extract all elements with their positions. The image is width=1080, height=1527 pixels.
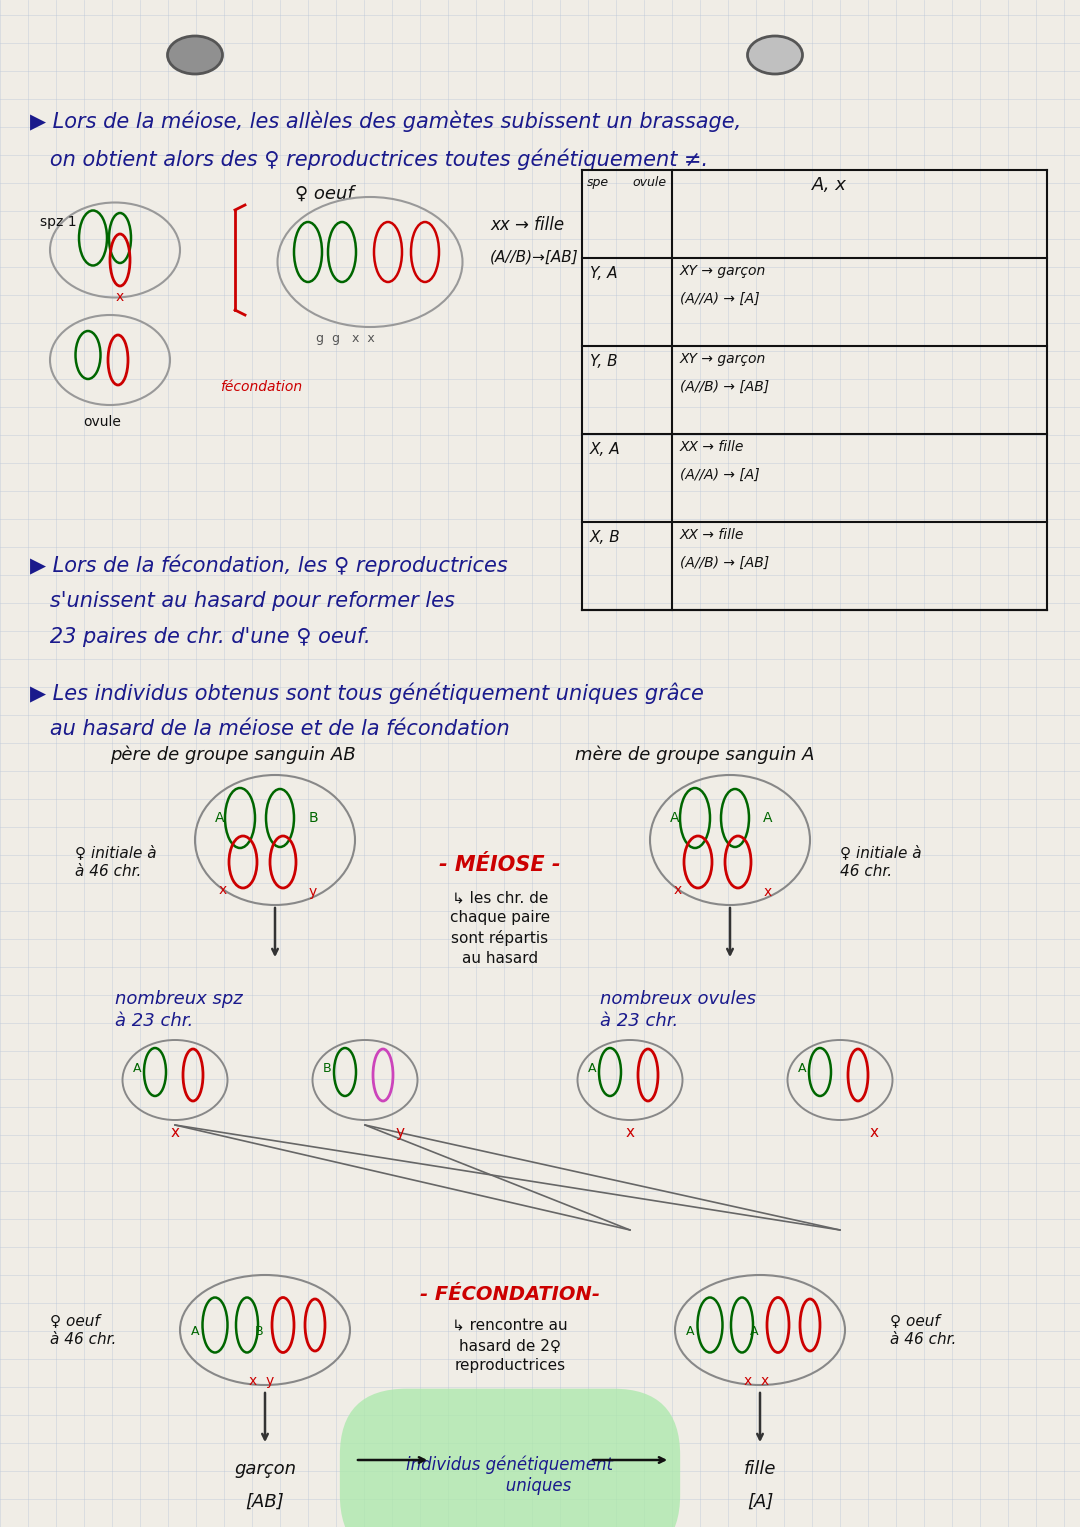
Text: x: x (870, 1125, 879, 1141)
Text: 23 paires de chr. d'une ♀ oeuf.: 23 paires de chr. d'une ♀ oeuf. (30, 628, 370, 647)
Text: on obtient alors des ♀ reproductrices toutes génétiquement ≠.: on obtient alors des ♀ reproductrices to… (30, 148, 708, 169)
Text: (A//B)→[AB]: (A//B)→[AB] (490, 250, 579, 266)
Text: [A]: [A] (746, 1493, 773, 1512)
Text: A: A (671, 811, 679, 825)
Text: ↳ rencontre au
hasard de 2♀
reproductrices: ↳ rencontre au hasard de 2♀ reproductric… (453, 1318, 568, 1373)
Text: A, x: A, x (812, 176, 847, 194)
Text: ovule: ovule (632, 176, 666, 189)
Text: ▶ Lors de la méiose, les allèles des gamètes subissent un brassage,: ▶ Lors de la méiose, les allèles des gam… (30, 110, 741, 131)
Text: A: A (588, 1061, 596, 1075)
Text: A: A (215, 811, 225, 825)
Text: (A//B) → [AB]: (A//B) → [AB] (680, 380, 769, 394)
Text: X, B: X, B (590, 530, 621, 545)
Text: ♀ initiale à
46 chr.: ♀ initiale à 46 chr. (840, 844, 921, 878)
Text: A: A (750, 1325, 758, 1338)
Ellipse shape (167, 37, 222, 73)
Text: ♀ oeuf
à 46 chr.: ♀ oeuf à 46 chr. (50, 1313, 117, 1347)
Text: x: x (116, 290, 124, 304)
Text: ♀ oeuf: ♀ oeuf (295, 185, 354, 203)
Text: A: A (798, 1061, 807, 1075)
Text: - FÉCONDATION-: - FÉCONDATION- (420, 1286, 600, 1304)
Text: père de groupe sanguin AB: père de groupe sanguin AB (110, 745, 355, 764)
Text: x: x (219, 883, 227, 896)
Text: mère de groupe sanguin A: mère de groupe sanguin A (575, 745, 814, 764)
Text: g  g   x  x: g g x x (315, 331, 375, 345)
Text: XX → fille: XX → fille (680, 528, 744, 542)
Text: A: A (764, 811, 773, 825)
Text: nombreux spz
à 23 chr.: nombreux spz à 23 chr. (114, 989, 243, 1031)
Text: X, A: X, A (590, 441, 621, 457)
Text: s'unissent au hasard pour reformer les: s'unissent au hasard pour reformer les (30, 591, 455, 611)
Text: - MÉIOSE -: - MÉIOSE - (440, 855, 561, 875)
Text: B: B (308, 811, 318, 825)
Text: (A//A) → [A]: (A//A) → [A] (680, 292, 759, 305)
Text: xx → fille: xx → fille (490, 215, 564, 234)
Text: ovule: ovule (83, 415, 121, 429)
Text: x: x (674, 883, 683, 896)
Text: Y, A: Y, A (590, 266, 618, 281)
Text: A: A (191, 1325, 199, 1338)
Text: x: x (171, 1125, 179, 1141)
Text: B: B (255, 1325, 264, 1338)
Text: y: y (395, 1125, 404, 1141)
Text: ♀ initiale à
à 46 chr.: ♀ initiale à à 46 chr. (75, 844, 157, 878)
Text: (A//B) → [AB]: (A//B) → [AB] (680, 556, 769, 570)
Text: nombreux ovules
à 23 chr.: nombreux ovules à 23 chr. (600, 989, 756, 1031)
Text: A: A (133, 1061, 141, 1075)
Text: Y, B: Y, B (590, 354, 618, 370)
Text: ▶ Lors de la fécondation, les ♀ reproductrices: ▶ Lors de la fécondation, les ♀ reproduc… (30, 554, 508, 577)
Text: B: B (323, 1061, 332, 1075)
Text: spz 1: spz 1 (40, 215, 77, 229)
Text: XX → fille: XX → fille (680, 440, 744, 454)
Text: fille: fille (744, 1460, 777, 1478)
Text: A: A (686, 1325, 694, 1338)
Text: XY → garçon: XY → garçon (680, 264, 766, 278)
Text: au hasard de la méiose et de la fécondation: au hasard de la méiose et de la fécondat… (30, 719, 510, 739)
Text: x  y: x y (249, 1374, 274, 1388)
Text: XY → garçon: XY → garçon (680, 353, 766, 366)
Text: fécondation: fécondation (220, 380, 302, 394)
Text: x: x (764, 886, 772, 899)
Text: ↳ les chr. de
chaque paire
sont répartis
au hasard: ↳ les chr. de chaque paire sont répartis… (450, 890, 550, 965)
Text: [AB]: [AB] (245, 1493, 284, 1512)
Text: x: x (625, 1125, 635, 1141)
Text: ▶ Les individus obtenus sont tous génétiquement uniques grâce: ▶ Les individus obtenus sont tous généti… (30, 683, 704, 704)
Text: individus génétiquement
           uniques: individus génétiquement uniques (406, 1455, 613, 1495)
Text: (A//A) → [A]: (A//A) → [A] (680, 467, 759, 483)
Text: garçon: garçon (234, 1460, 296, 1478)
Text: y: y (309, 886, 318, 899)
Text: x  x: x x (744, 1374, 770, 1388)
Text: ♀ oeuf
à 46 chr.: ♀ oeuf à 46 chr. (890, 1313, 957, 1347)
Ellipse shape (747, 37, 802, 73)
Text: spe: spe (588, 176, 609, 189)
